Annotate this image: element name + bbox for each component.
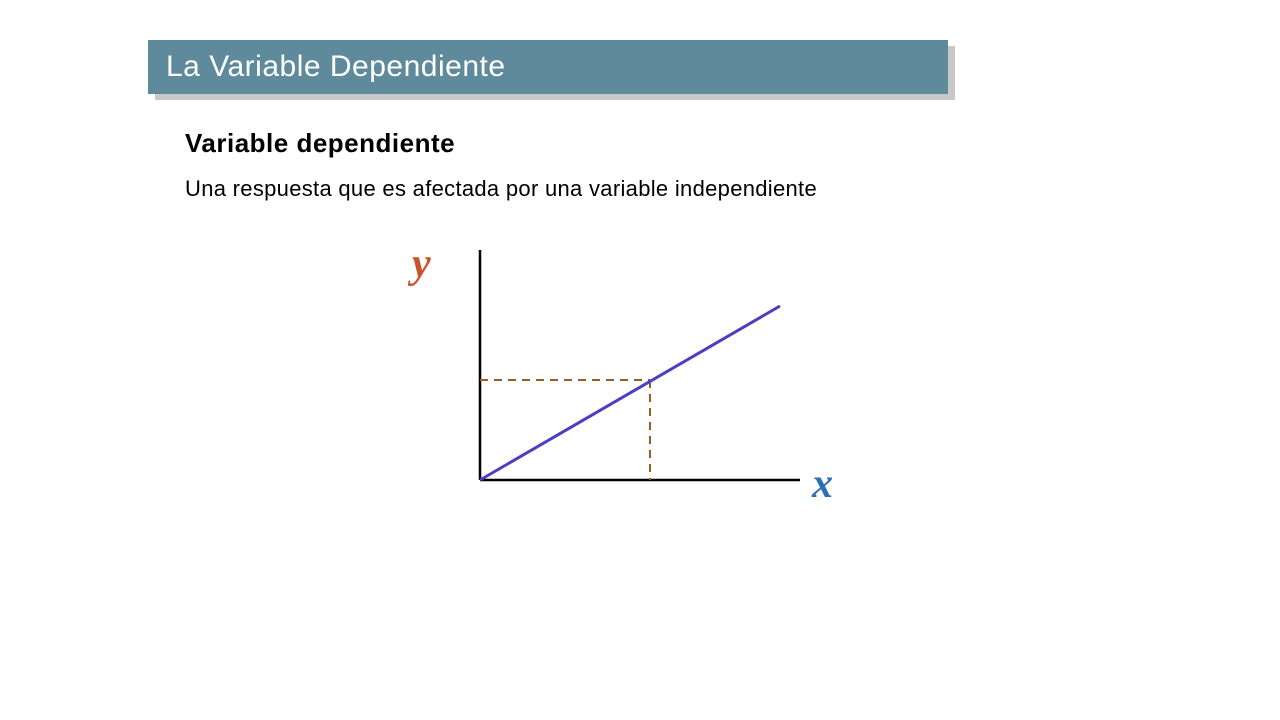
data-line [480,306,780,480]
x-axis-label: x [812,460,833,508]
title-bar: La Variable Dependiente [148,40,948,94]
chart: y x [400,244,840,514]
description: Una respuesta que es afectada por una va… [185,174,817,204]
subtitle: Variable dependiente [185,128,455,159]
chart-svg [400,244,840,514]
y-axis-label: y [412,240,431,288]
title-text: La Variable Dependiente [166,50,506,84]
